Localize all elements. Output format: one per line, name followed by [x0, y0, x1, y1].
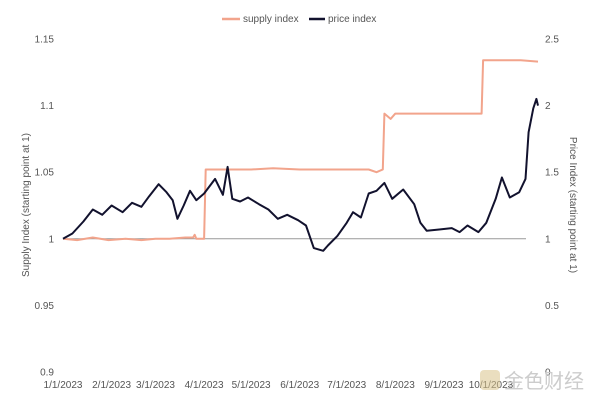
- right-tick-label: 1: [545, 234, 551, 245]
- right-tick-label: 0: [545, 368, 551, 379]
- x-tick-label: 8/1/2023: [376, 380, 415, 391]
- x-tick-label: 4/1/2023: [185, 380, 224, 391]
- x-tick-label: 5/1/2023: [232, 380, 271, 391]
- right-tick-label: 2: [545, 101, 551, 112]
- left-tick-label: 0.95: [35, 301, 55, 312]
- x-tick-label: 9/1/2023: [424, 380, 463, 391]
- left-tick-label: 1.15: [35, 35, 55, 46]
- watermark-logo-icon: [480, 370, 500, 390]
- right-axis-title: Price Index (starting point at 1): [567, 137, 578, 273]
- right-tick-label: 0.5: [545, 301, 559, 312]
- x-axis-ticks: 1/1/2023 2/1/2023 3/1/2023 4/1/2023 5/1/2023…: [44, 380, 514, 391]
- x-tick-label: 3/1/2023: [136, 380, 175, 391]
- left-tick-label: 1: [48, 234, 54, 245]
- watermark-text: 金色财经: [504, 370, 584, 393]
- legend: supply index price index: [222, 14, 376, 25]
- x-tick-label: 7/1/2023: [327, 380, 366, 391]
- series-line-supply-index: [62, 59, 539, 242]
- legend-label-supply-index: supply index: [243, 14, 299, 25]
- left-tick-label: 0.9: [40, 368, 54, 379]
- left-tick-label: 1.1: [40, 101, 54, 112]
- right-tick-label: 2.5: [545, 35, 559, 46]
- right-axis-ticks: 0 0.5 1 1.5 2 2.5: [545, 35, 559, 379]
- series-line-price-index: [62, 97, 539, 252]
- watermark: 金色财经: [480, 370, 584, 393]
- left-tick-label: 1.05: [35, 168, 55, 179]
- x-tick-label: 2/1/2023: [92, 380, 131, 391]
- x-tick-label: 1/1/2023: [44, 380, 83, 391]
- x-tick-label: 6/1/2023: [280, 380, 319, 391]
- legend-label-price-index: price index: [328, 14, 376, 25]
- left-axis-title: Supply Index (starting point at 1): [21, 133, 32, 277]
- left-axis-ticks: 0.9 0.95 1 1.05 1.1 1.15: [35, 35, 55, 379]
- right-tick-label: 1.5: [545, 168, 559, 179]
